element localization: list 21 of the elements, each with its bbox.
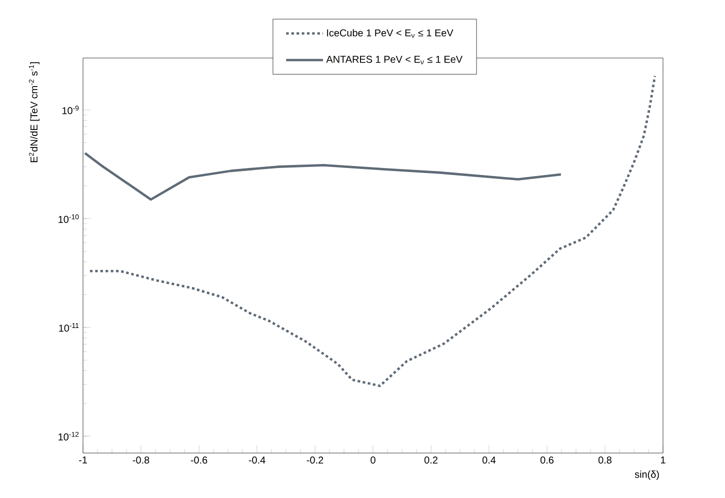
legend-label: ANTARES 1 PeV < E$_{ν}$ ≤ 1 EeV bbox=[326, 56, 463, 64]
y-axis-title: E$^{2}$dN/dE [TeV cm$^{-2}$ s$^{-1}$] bbox=[28, 62, 40, 162]
x-tick-label: 0.8 bbox=[598, 456, 612, 464]
x-tick-label: -0.8 bbox=[132, 456, 150, 464]
line-series bbox=[88, 74, 656, 388]
x-tick-label: -0.4 bbox=[248, 456, 266, 464]
y-tick-label: 10$^{-12}$ bbox=[58, 432, 79, 440]
legend-label: IceCube 1 PeV < E$_{ν}$ ≤ 1 EeV bbox=[327, 29, 454, 38]
x-tick-label: 0.6 bbox=[540, 456, 554, 464]
x-tick-label: 0 bbox=[370, 456, 376, 464]
line-series bbox=[84, 152, 562, 201]
x-tick-label: 0.4 bbox=[482, 456, 496, 464]
x-axis-title: sin(δ) bbox=[634, 470, 659, 480]
y-tick-label: 10$^{-10}$ bbox=[58, 214, 79, 223]
y-tick-label: 10$^{-9}$ bbox=[62, 106, 79, 114]
x-tick-label: -1 bbox=[79, 456, 87, 464]
y-tick-label: 10$^{-11}$ bbox=[59, 323, 79, 332]
x-tick-label: 1 bbox=[661, 456, 666, 464]
x-tick-label: -0.6 bbox=[190, 456, 208, 464]
x-tick-label: 0.2 bbox=[424, 456, 438, 464]
x-tick-label: -0.2 bbox=[306, 456, 324, 464]
